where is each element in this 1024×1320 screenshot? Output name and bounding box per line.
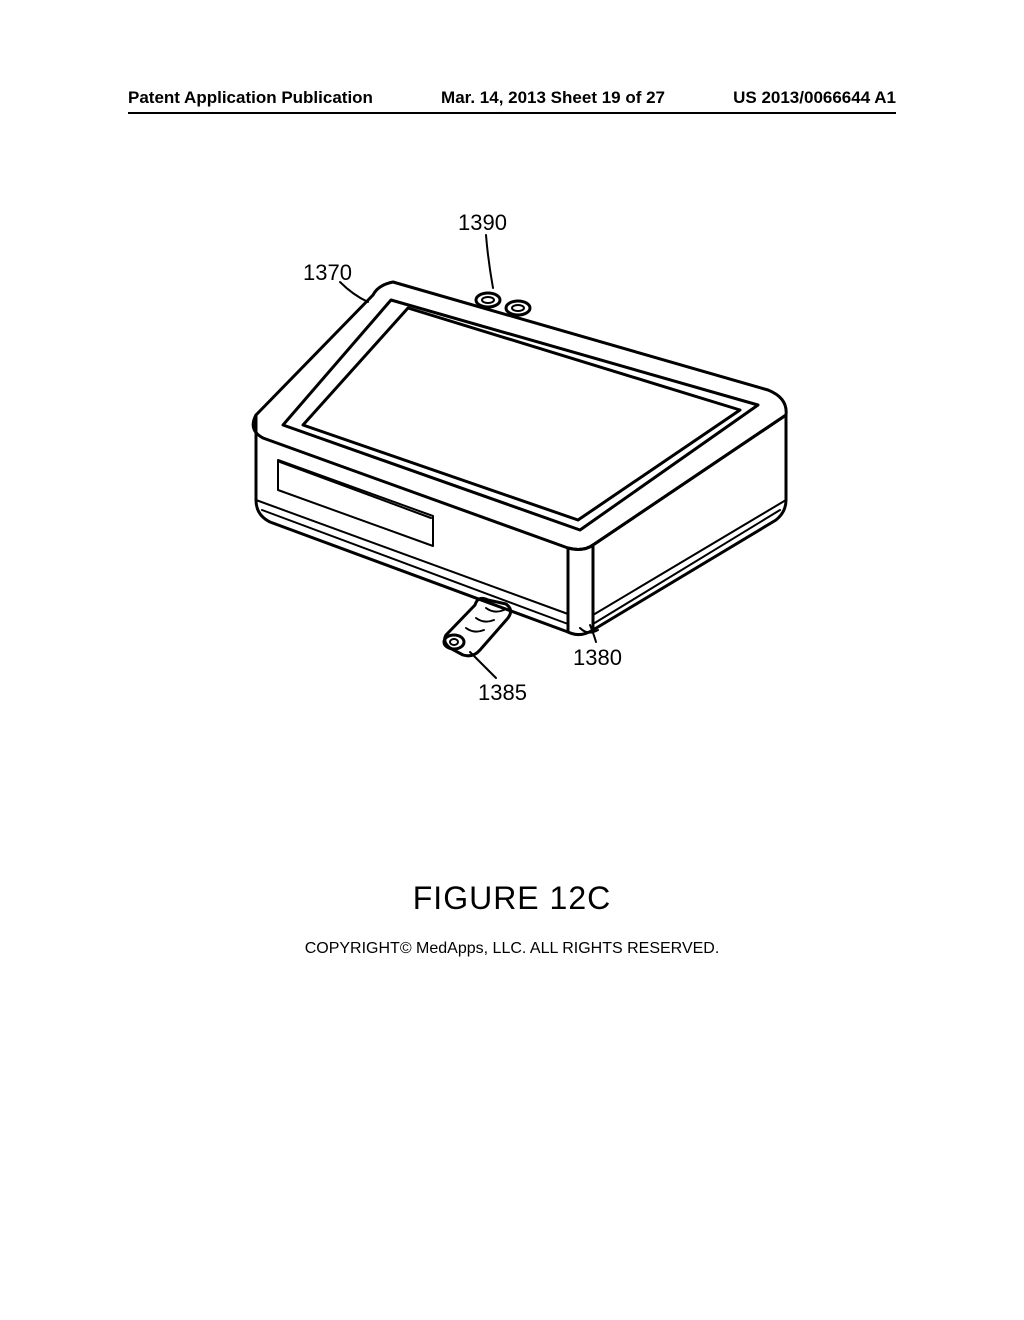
patent-page: Patent Application Publication Mar. 14, … (0, 0, 1024, 1320)
ref-1370: 1370 (303, 260, 352, 286)
figure-caption: FIGURE 12C (0, 880, 1024, 917)
header-center: Mar. 14, 2013 Sheet 19 of 27 (441, 88, 665, 108)
header-rule (128, 112, 896, 114)
header-left: Patent Application Publication (128, 88, 373, 108)
page-header: Patent Application Publication Mar. 14, … (128, 88, 896, 108)
figure-area: 1390 1370 1380 1385 (128, 200, 896, 720)
ref-1385: 1385 (478, 680, 527, 706)
copyright-line: COPYRIGHT© MedApps, LLC. ALL RIGHTS RESE… (0, 940, 1024, 958)
ref-1390: 1390 (458, 210, 507, 236)
ref-1380: 1380 (573, 645, 622, 671)
header-right: US 2013/0066644 A1 (733, 88, 896, 108)
device-drawing (128, 200, 896, 720)
